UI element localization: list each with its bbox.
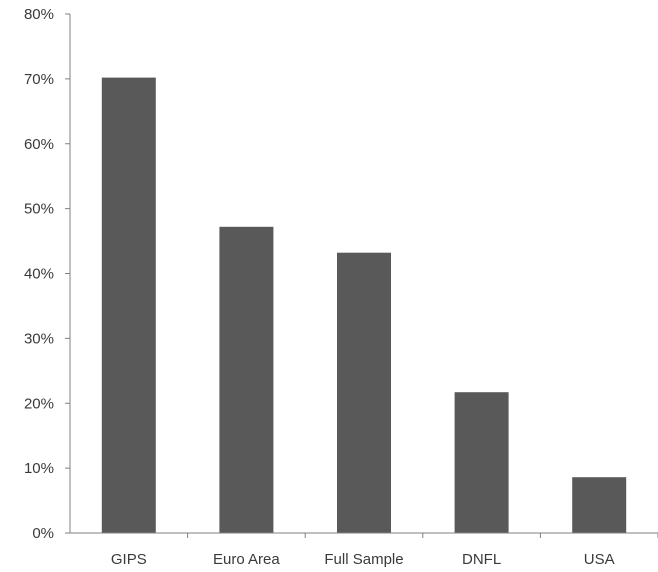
y-tick-label: 80% [24,6,54,23]
bar-full-sample [337,252,391,533]
y-tick-label: 20% [24,395,54,412]
axes-layer [65,13,658,538]
x-tick-label: DNFL [462,551,501,568]
bar-euro-area [219,226,274,534]
y-tick-label: 10% [24,460,54,477]
bar-usa [572,477,627,533]
labels-layer: 0% 10% 20% 30% 40% 50% 60% 70% 80% GIPS Euro Area F… [24,6,615,568]
y-tick-label: 30% [24,330,54,347]
y-tick-label: 0% [32,525,54,542]
bar-gips [101,77,156,533]
x-tick-label: USA [584,551,615,568]
y-tick-label: 60% [24,136,54,153]
y-tick-label: 40% [24,266,54,283]
bar-dnfl [454,392,509,533]
x-tick-label: GIPS [111,551,147,568]
bars-layer [101,77,627,534]
y-tick-label: 50% [24,201,54,218]
y-tick-label: 70% [24,71,54,88]
x-tick-label: Euro Area [213,551,280,568]
x-tick-label: Full Sample [324,551,403,568]
